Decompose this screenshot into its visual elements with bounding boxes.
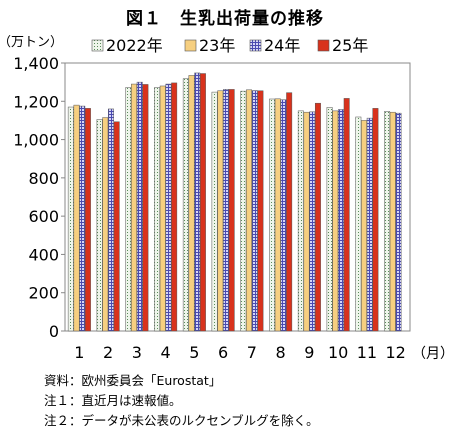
bar-25年-2	[113, 121, 120, 332]
bar-24年-7	[251, 90, 258, 332]
bar-24年-3	[136, 81, 143, 332]
bar-24年-2	[108, 108, 114, 332]
bar-24年-12	[395, 112, 402, 332]
bar-23年-6	[217, 90, 224, 332]
bar-23年-12	[389, 111, 396, 332]
plot-area	[64, 62, 411, 332]
bar-23年-10	[332, 110, 339, 332]
legend-swatch	[249, 39, 262, 52]
x-tick-label: 1	[74, 343, 84, 362]
bar-2022年-12	[384, 111, 391, 332]
bar-25年-11	[372, 108, 379, 332]
bar-2022年-5	[182, 78, 189, 332]
x-tick-label: 12	[385, 343, 405, 362]
bar-25年-9	[314, 102, 321, 332]
bar-2022年-9	[297, 110, 304, 332]
y-tick-label: 0	[49, 322, 59, 341]
bar-25年-3	[142, 84, 149, 332]
x-axis-label: （月）	[412, 346, 450, 362]
bar-2022年-3	[125, 87, 132, 332]
bar-25年-10	[343, 98, 350, 332]
bar-23年-3	[131, 83, 137, 332]
x-tick-label: 3	[132, 343, 142, 362]
legend-swatch	[184, 39, 197, 52]
x-tick-label: 8	[276, 343, 286, 362]
legend-label: 2022年	[106, 36, 163, 55]
bar-24年-9	[309, 111, 316, 332]
note-2: 注２：データが未公表のルクセンブルグを除く。	[44, 413, 319, 428]
x-tick-label: 7	[247, 343, 257, 362]
bar-24年-4	[165, 83, 172, 332]
legend-swatch	[317, 39, 330, 52]
bar-2022年-8	[269, 98, 276, 332]
bar-23年-1	[73, 104, 80, 332]
x-tick-label: 9	[304, 343, 314, 362]
bar-23年-9	[303, 111, 310, 332]
bar-25年-6	[228, 89, 235, 332]
bar-2022年-1	[67, 106, 74, 332]
bar-2022年-7	[240, 90, 247, 332]
bar-25年-4	[171, 82, 178, 332]
note-1: 注１：直近月は速報値。	[44, 393, 182, 408]
bar-25年-5	[199, 73, 206, 332]
bar-23年-11	[361, 120, 367, 332]
bar-2022年-11	[355, 116, 362, 332]
bar-25年-8	[286, 92, 293, 332]
bar-2022年-4	[154, 87, 161, 332]
x-tick-label: 4	[161, 343, 171, 362]
bar-2022年-2	[96, 119, 103, 332]
y-tick-label: 600	[28, 207, 59, 226]
legend-label: 25年	[332, 36, 368, 55]
bar-2022年-10	[326, 107, 333, 332]
bar-23年-4	[159, 85, 166, 332]
bar-24年-8	[280, 99, 287, 332]
legend-label: 24年	[264, 36, 300, 55]
y-axis-label: （万トン）	[0, 35, 63, 50]
x-tick-label: 10	[328, 343, 348, 362]
bar-2022年-6	[211, 91, 218, 332]
x-tick-label: 5	[189, 343, 199, 362]
bar-25年-1	[84, 108, 91, 332]
y-tick-label: 400	[28, 245, 59, 264]
note-source: 資料：欧州委員会「Eurostat」	[44, 373, 222, 388]
y-tick-label: 200	[28, 284, 59, 303]
bar-24年-11	[366, 117, 373, 332]
y-tick-label: 1,000	[13, 131, 59, 150]
y-tick-label: 1,200	[13, 92, 59, 111]
bar-23年-2	[102, 117, 109, 332]
bar-24年-6	[223, 89, 229, 332]
bar-23年-5	[188, 75, 195, 332]
bar-25年-7	[257, 90, 264, 332]
x-tick-label: 11	[357, 343, 377, 362]
y-tick-label: 800	[28, 169, 59, 188]
x-tick-label: 6	[218, 343, 228, 362]
legend-swatch	[91, 39, 104, 52]
x-tick-label: 2	[103, 343, 113, 362]
notes: 資料：欧州委員会「Eurostat」 注１：直近月は速報値。 注２：データが未公…	[44, 371, 319, 431]
bar-24年-5	[194, 72, 201, 332]
y-tick-label: 1,400	[13, 54, 59, 73]
bar-24年-10	[338, 109, 344, 332]
bar-24年-1	[79, 105, 86, 332]
bar-23年-8	[274, 98, 281, 332]
chart-title: 図１ 生乳出荷量の推移	[126, 9, 324, 29]
legend-label: 23年	[199, 36, 235, 55]
bar-23年-7	[246, 89, 252, 332]
